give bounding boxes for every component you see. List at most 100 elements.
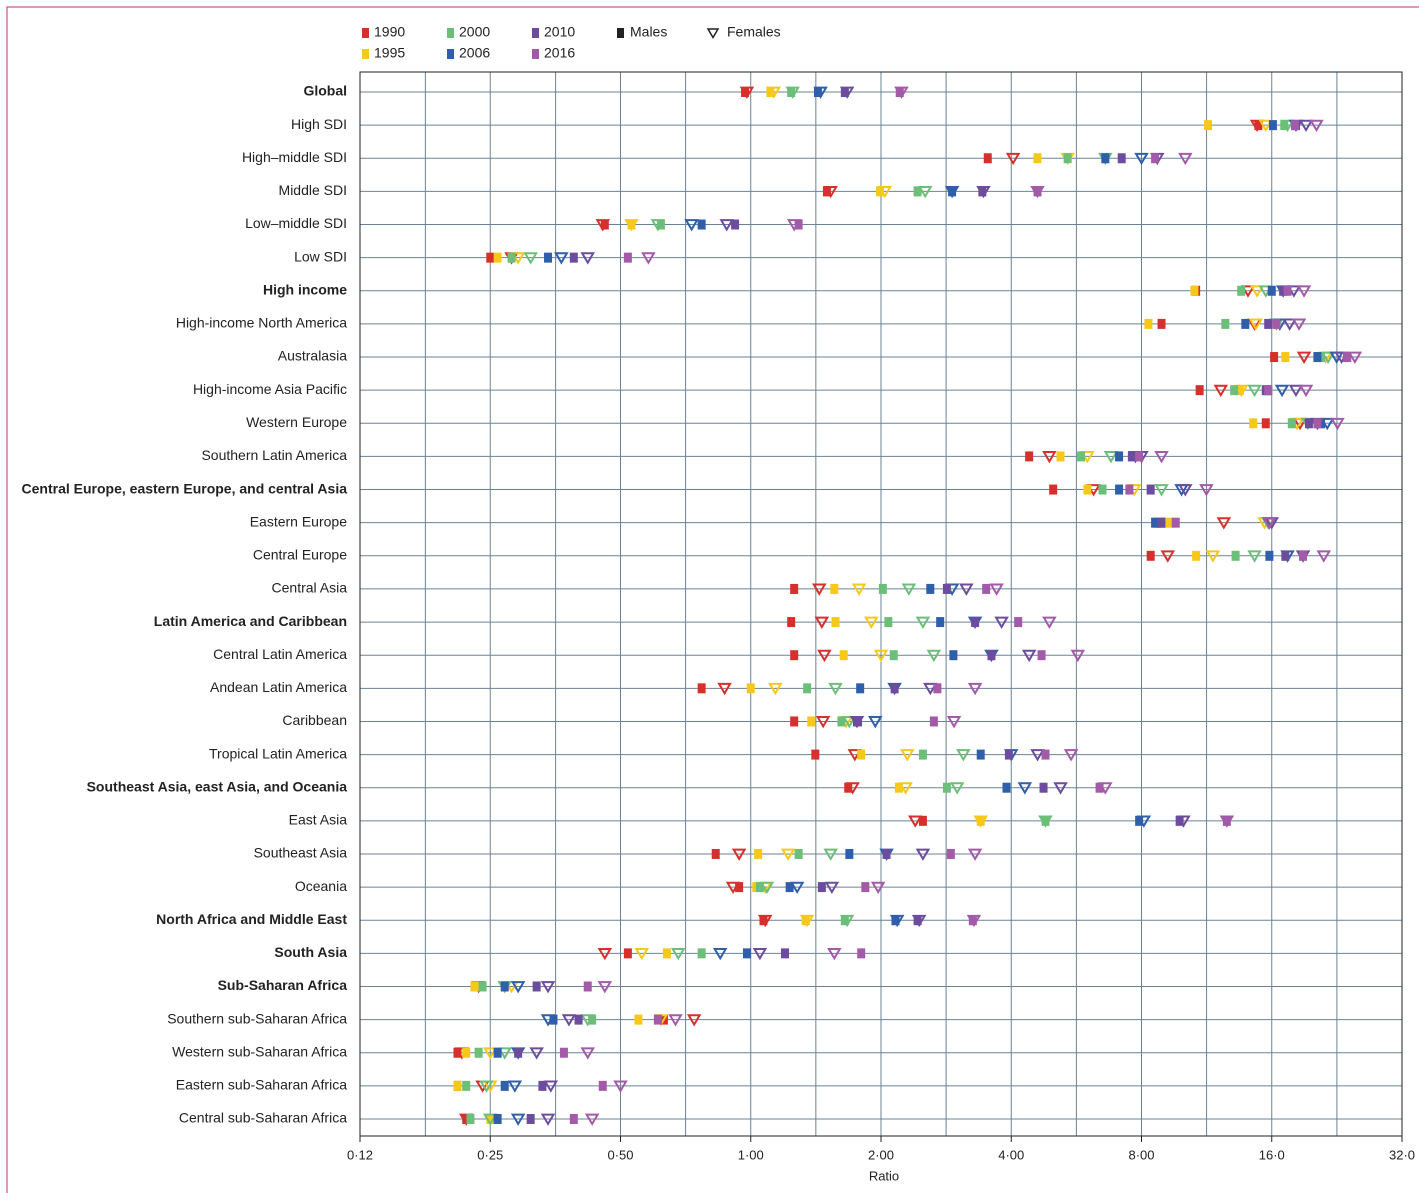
male-marker [462, 1080, 471, 1091]
legend-label: Females [727, 24, 781, 40]
male-marker [697, 219, 706, 230]
male-marker [1098, 484, 1107, 495]
female-marker [597, 947, 613, 961]
female-marker [731, 848, 747, 861]
male-marker [830, 583, 839, 594]
female-marker [839, 914, 855, 928]
male-marker [882, 848, 891, 859]
male-marker [1135, 451, 1144, 462]
female-marker [973, 815, 988, 828]
female-marker [1249, 285, 1265, 298]
male-marker [929, 716, 938, 727]
female-marker [766, 86, 781, 99]
male-marker [493, 1114, 502, 1124]
female-marker [923, 682, 938, 696]
male-marker [500, 1080, 509, 1091]
male-marker [735, 882, 744, 893]
category-label: Oceania [295, 878, 347, 894]
female-marker [828, 682, 843, 696]
male-marker [948, 186, 957, 197]
female-marker [814, 616, 830, 629]
female-marker [1213, 384, 1229, 398]
female-marker [1030, 185, 1045, 199]
male-marker [785, 882, 794, 893]
male-marker [1195, 385, 1204, 396]
female-marker [864, 616, 879, 629]
legend-label: 2000 [459, 24, 490, 40]
female-marker [812, 583, 827, 596]
male-marker [1095, 782, 1104, 793]
male-marker [532, 981, 541, 992]
male-marker [526, 1114, 535, 1124]
female-marker [725, 881, 741, 895]
female-marker [966, 914, 982, 928]
male-marker [1231, 550, 1240, 561]
female-marker [817, 649, 832, 663]
female-marker [1199, 484, 1214, 497]
female-marker [1136, 815, 1152, 828]
female-marker [873, 649, 889, 663]
female-marker [870, 881, 886, 895]
legend-swatch [447, 28, 454, 38]
male-marker [697, 683, 706, 694]
male-marker [803, 683, 812, 694]
male-marker [889, 650, 898, 661]
female-marker [510, 1113, 526, 1126]
male-marker [453, 1047, 462, 1058]
male-marker [1115, 451, 1124, 462]
male-marker [746, 683, 755, 694]
female-marker [1042, 451, 1057, 464]
female-marker [1038, 815, 1053, 828]
male-marker [926, 583, 935, 594]
x-tick-label: 0·12 [347, 1147, 373, 1162]
male-marker [462, 1047, 471, 1058]
female-marker [851, 583, 867, 596]
female-marker [1347, 351, 1363, 364]
category-label: Southern Latin America [201, 447, 347, 463]
female-marker [849, 716, 865, 729]
male-marker [794, 848, 803, 859]
category-label: Western sub-Saharan Africa [172, 1043, 347, 1059]
legend-swatch [362, 28, 369, 38]
category-label: Middle SDI [279, 182, 347, 198]
male-marker [1268, 120, 1277, 131]
legend-swatch [532, 49, 539, 59]
category-label: Latin America and Caribbean [154, 613, 347, 629]
female-marker [1205, 550, 1221, 563]
category-label: Andean Latin America [210, 679, 347, 695]
category-label: High-income Asia Pacific [193, 381, 347, 397]
female-marker [1320, 351, 1336, 364]
male-marker [559, 1047, 568, 1058]
male-marker [1049, 484, 1058, 495]
male-marker [1151, 153, 1160, 164]
female-marker [1291, 318, 1307, 331]
female-marker [613, 1080, 628, 1093]
male-marker [1101, 153, 1110, 164]
female-marker [926, 649, 942, 663]
male-marker [1281, 550, 1290, 561]
male-marker [1033, 186, 1042, 197]
page-border [6, 6, 1419, 1193]
male-marker [500, 981, 509, 992]
female-marker [1233, 384, 1249, 398]
male-marker [1039, 782, 1048, 793]
male-marker [462, 1114, 471, 1124]
female-marker [650, 219, 666, 232]
male-marker [1287, 418, 1296, 429]
male-marker [466, 1114, 475, 1124]
legend-swatch [706, 28, 720, 39]
female-marker [768, 682, 783, 696]
male-marker [1283, 285, 1292, 296]
male-marker [807, 716, 816, 727]
female-marker [597, 981, 613, 994]
female-marker [540, 1113, 556, 1126]
female-marker [959, 583, 974, 596]
female-marker [900, 749, 915, 762]
male-marker [794, 219, 803, 230]
female-marker [946, 716, 962, 729]
male-marker [876, 186, 885, 197]
male-marker [861, 882, 870, 893]
x-tick-label: 4·00 [998, 1147, 1024, 1162]
male-marker [1261, 418, 1270, 429]
male-marker [623, 948, 632, 959]
